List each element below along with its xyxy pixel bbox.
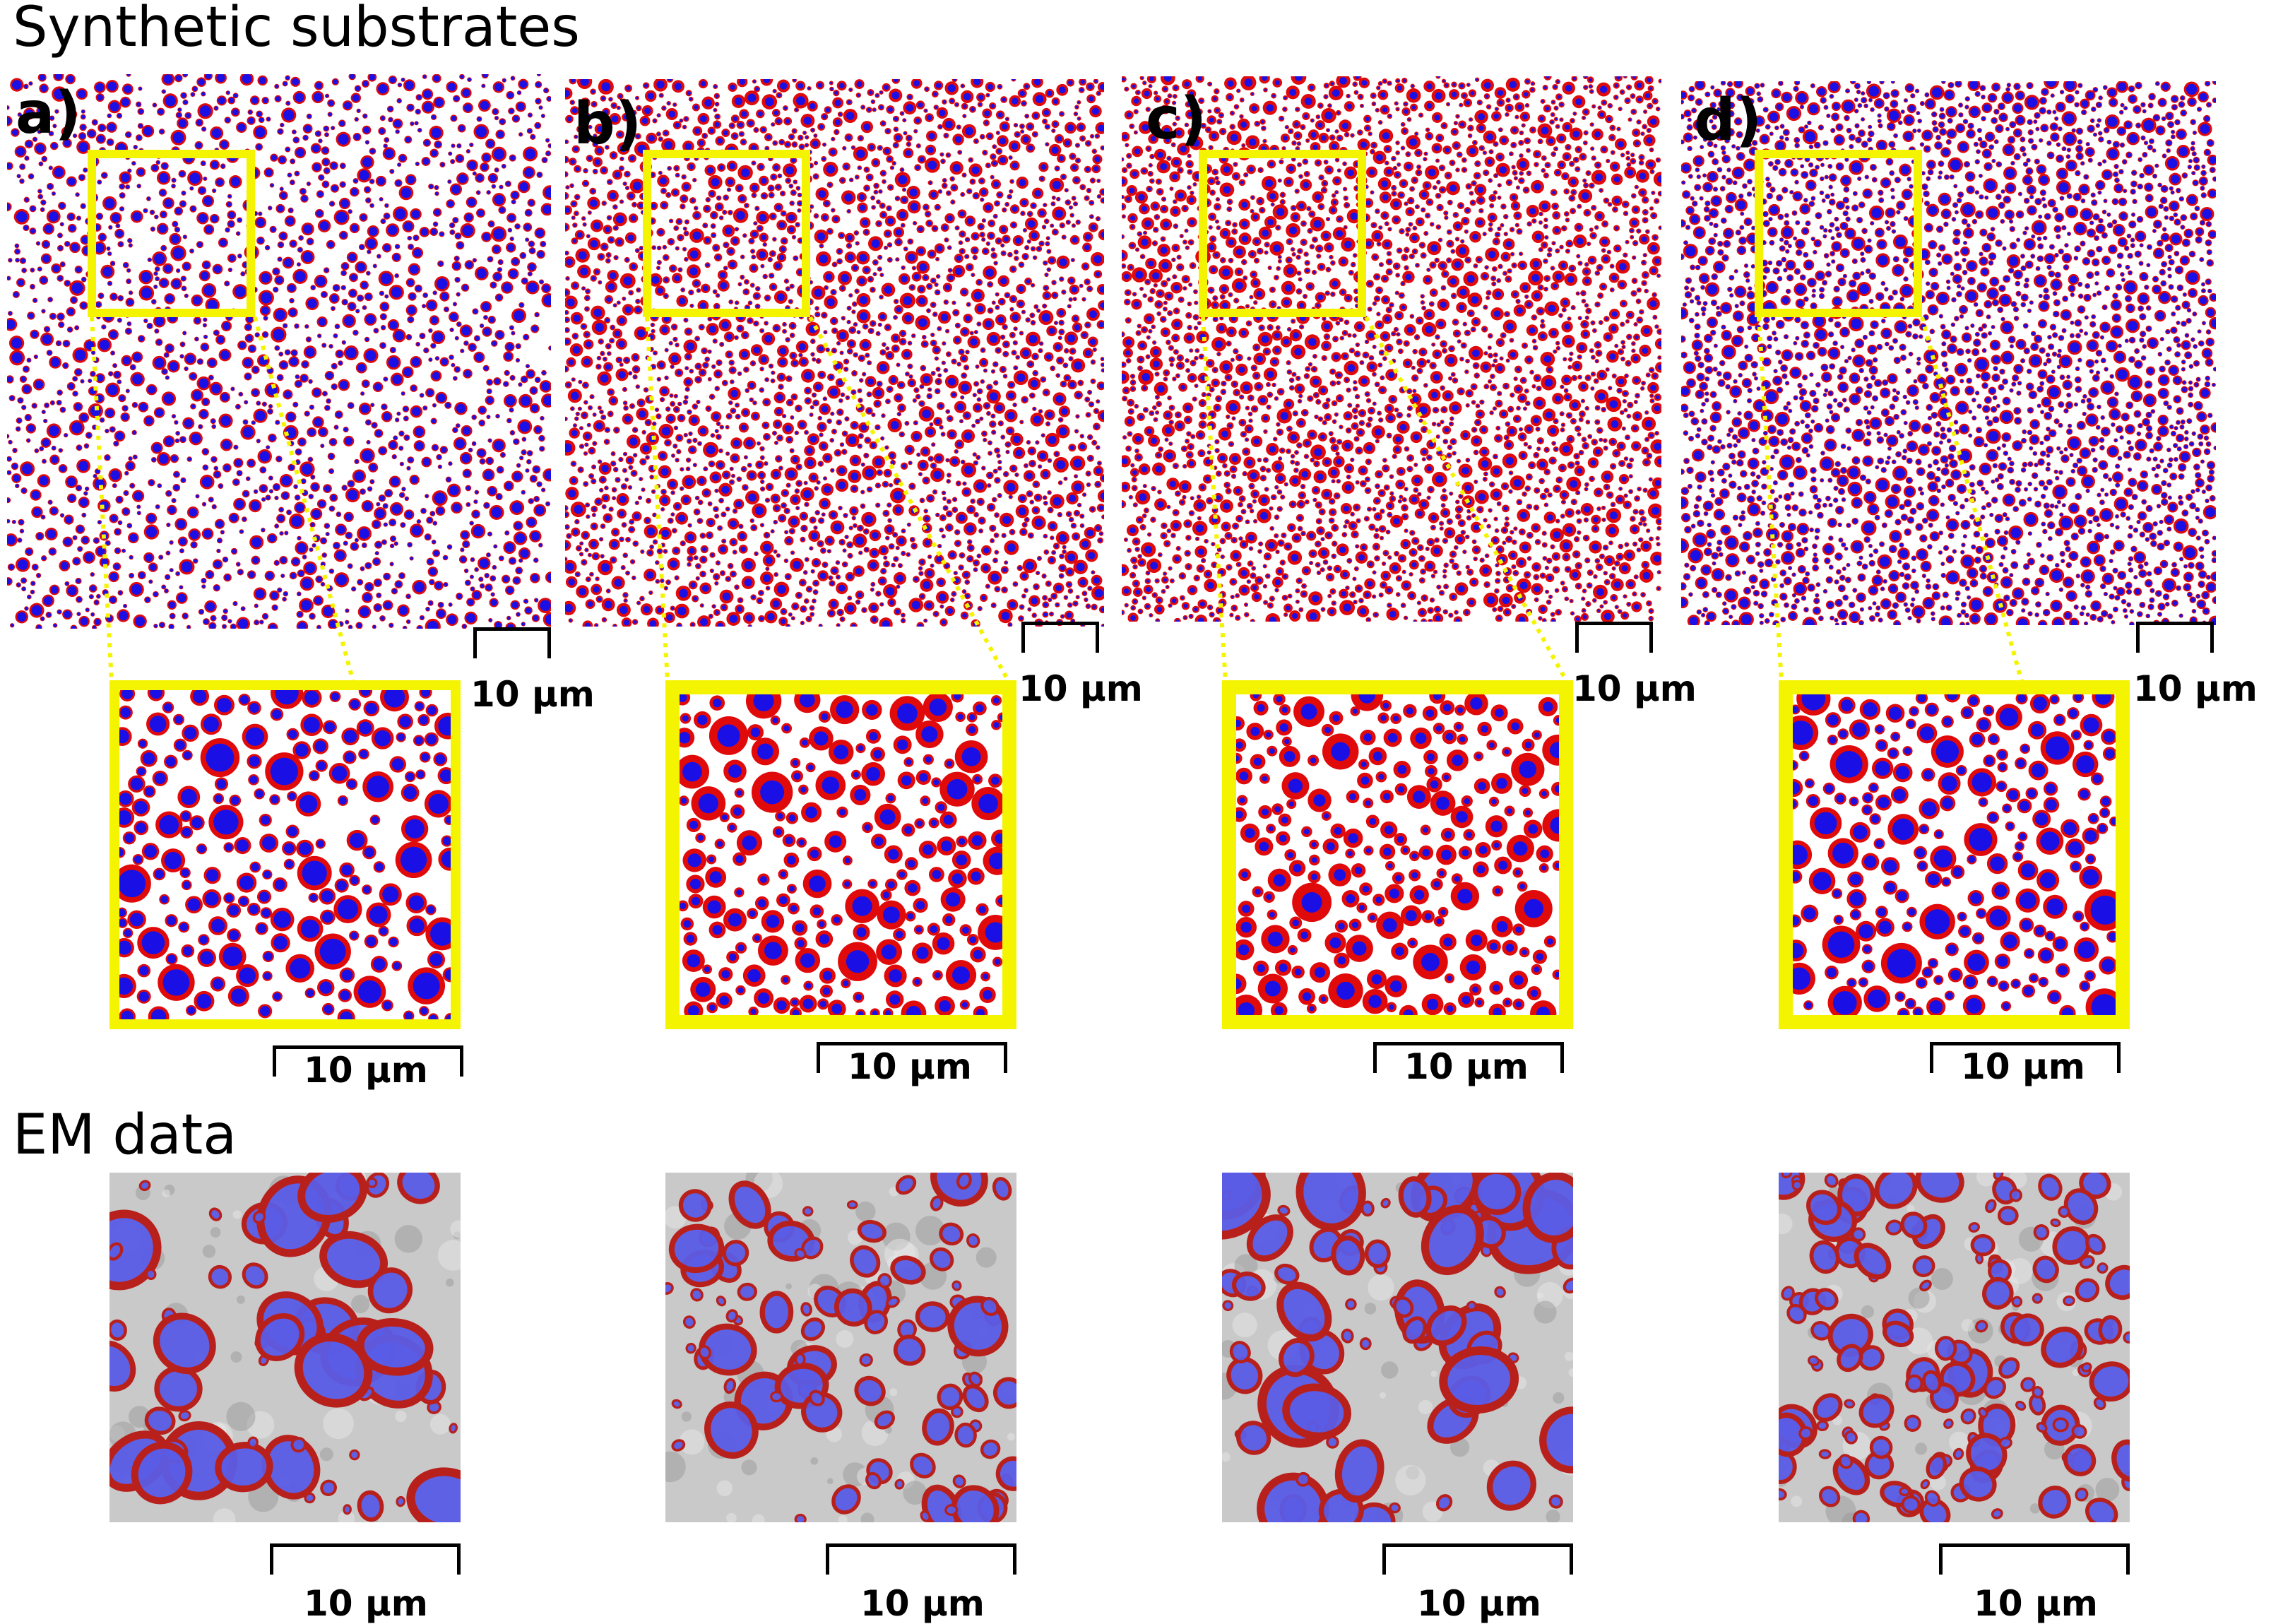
zoom-region-d	[1755, 150, 1922, 317]
scale-label-main-c: 10 µm	[1572, 671, 1697, 706]
zoom-inset-b	[665, 680, 1016, 1029]
scale-label-em-a: 10 µm	[304, 1586, 428, 1621]
scale-label-inset-b: 10 µm	[848, 1049, 972, 1084]
zoom-region-b	[643, 150, 810, 317]
scale-bar-em-d	[1939, 1543, 2130, 1575]
scale-bar-main-b	[1021, 622, 1099, 653]
panel-label-a: a)	[16, 85, 81, 143]
em-image-c	[1222, 1173, 1573, 1522]
scale-label-em-d: 10 µm	[1974, 1586, 2098, 1621]
em-image-a	[109, 1173, 461, 1522]
zoom-inset-a	[109, 680, 461, 1029]
scale-label-inset-d: 10 µm	[1961, 1049, 2085, 1084]
scale-bar-inset-a	[273, 1045, 463, 1077]
scale-label-main-b: 10 µm	[1019, 671, 1143, 706]
scale-bar-inset-d	[1930, 1042, 2121, 1073]
scale-bar-main-c	[1575, 622, 1653, 653]
scale-bar-inset-c	[1373, 1042, 1564, 1073]
zoom-inset-d	[1779, 680, 2130, 1029]
em-image-d	[1779, 1173, 2130, 1522]
em-data-title: EM data	[13, 1108, 237, 1163]
scale-bar-em-b	[826, 1543, 1016, 1575]
scale-label-em-b: 10 µm	[860, 1586, 985, 1621]
scale-label-main-d: 10 µm	[2133, 671, 2258, 706]
scale-label-inset-c: 10 µm	[1404, 1049, 1529, 1084]
panel-label-d: d)	[1694, 92, 1762, 150]
panel-label-b: b)	[574, 95, 641, 153]
scale-bar-em-a	[270, 1543, 461, 1575]
synthetic-substrates-title: Synthetic substrates	[13, 0, 580, 55]
scale-bar-main-a	[473, 627, 551, 658]
scale-label-em-c: 10 µm	[1417, 1586, 1541, 1621]
scale-bar-inset-b	[817, 1042, 1007, 1073]
zoom-inset-c	[1222, 680, 1573, 1029]
panel-label-c: c)	[1146, 90, 1206, 148]
scale-label-inset-a: 10 µm	[304, 1053, 428, 1088]
scale-bar-em-c	[1382, 1543, 1573, 1575]
em-image-b	[665, 1173, 1016, 1522]
scale-bar-main-d	[2136, 622, 2214, 653]
zoom-region-c	[1199, 150, 1366, 317]
zoom-region-a	[88, 150, 255, 317]
scale-label-main-a: 10 µm	[470, 677, 595, 712]
